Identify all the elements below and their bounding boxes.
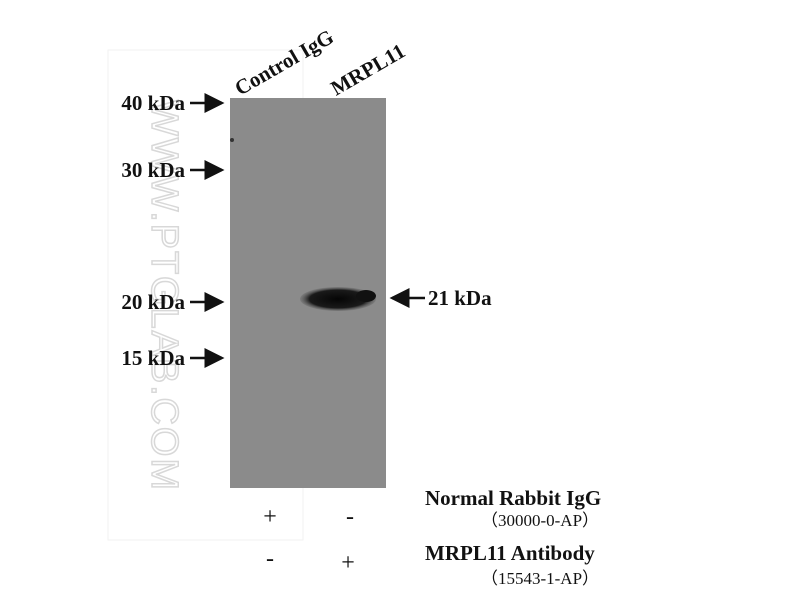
- marker-group: 40 kDa 30 kDa 20 kDa 15 kDa: [121, 91, 225, 370]
- marker-label: 15 kDa: [121, 346, 185, 370]
- lane-label: MRPL11: [327, 39, 410, 101]
- condition-name: Normal Rabbit IgG: [425, 486, 601, 510]
- condition-name: MRPL11 Antibody: [425, 541, 595, 565]
- condition-catalog: （30000-0-AP）: [481, 511, 599, 530]
- condition-sign: +: [263, 504, 277, 530]
- condition-sign: +: [341, 550, 355, 576]
- condition-sign: -: [346, 504, 354, 530]
- protein-band-tail: [356, 290, 376, 302]
- condition-catalog: （15543-1-AP）: [481, 569, 599, 588]
- marker-label: 40 kDa: [121, 91, 185, 115]
- marker-label: 30 kDa: [121, 158, 185, 182]
- band-label: 21 kDa: [428, 286, 492, 310]
- condition-sign: -: [266, 546, 274, 572]
- lane-label: Control IgG: [231, 25, 338, 101]
- marker-label: 20 kDa: [121, 290, 185, 314]
- protein-band: [300, 287, 376, 311]
- blot-spot: [230, 138, 234, 142]
